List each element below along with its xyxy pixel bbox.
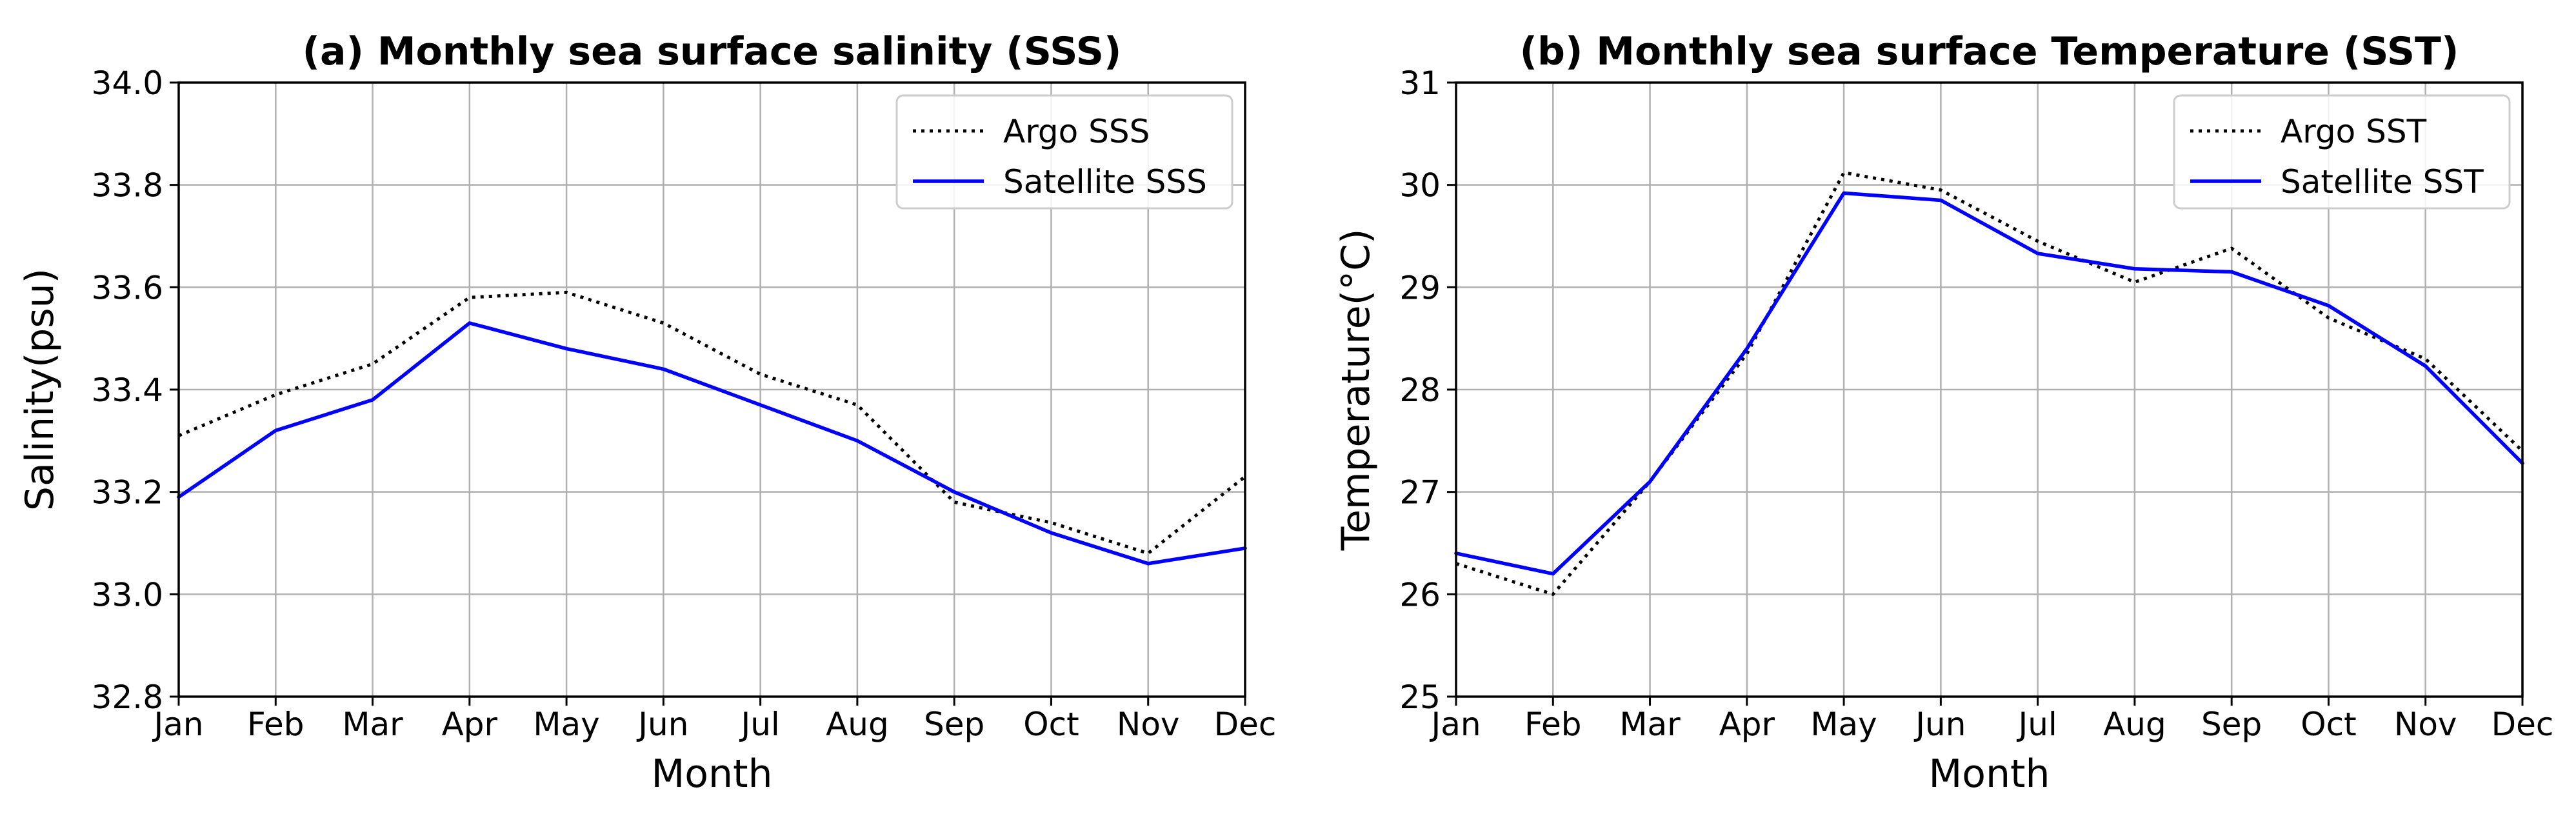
y-tick-label: 33.0 [92, 576, 163, 613]
x-tick-label: Feb [1524, 706, 1582, 743]
x-tick-label: Sep [924, 706, 984, 743]
x-tick-label: Jun [1913, 706, 1966, 743]
chart-salinity: Jan Feb Mar Apr May Jun Jul Aug Sep Oct Nov Dec 32.8… [17, 29, 1276, 797]
series-line-argo-sss [178, 290, 1246, 555]
x-tick-label: Jan [1429, 706, 1481, 743]
legend: Argo SST Satellite SST [2173, 94, 2511, 210]
y-axis-label: Salinity(psu) [17, 268, 63, 511]
y-tick-label: 34.0 [92, 65, 163, 102]
x-tick-label: Jul [739, 706, 779, 743]
x-tick-label: Mar [342, 706, 403, 743]
x-tick-label: Apr [442, 706, 498, 743]
x-tick-label: Nov [2394, 706, 2457, 743]
chart-title: (b) Monthly sea surface Temperature (SST… [1520, 29, 2459, 74]
x-tick-label: Jul [2016, 706, 2057, 743]
chart-title: (a) Monthly sea surface salinity (SSS) [303, 29, 1122, 74]
y-tick-label: 33.8 [92, 167, 163, 204]
x-tick-label: Dec [1214, 706, 1277, 743]
legend-label: Argo SST [2281, 113, 2427, 150]
y-tick-label: 26 [1399, 576, 1441, 613]
x-tick-label: Mar [1619, 706, 1681, 743]
y-tick-label: 29 [1399, 269, 1441, 306]
x-tick-label: Sep [2201, 706, 2262, 743]
x-tick-label: Aug [826, 706, 889, 743]
chart-temperature: Jan Feb Mar Apr May Jun Jul Aug Sep Oct Nov Dec 25 26… [1333, 29, 2553, 797]
x-axis-label: Month [651, 751, 772, 797]
y-tick-label: 33.4 [92, 372, 163, 409]
y-tick-label: 27 [1399, 474, 1441, 511]
series-line-satellite-sss [177, 321, 1247, 566]
x-tick-label: Feb [247, 706, 305, 743]
legend-label: Satellite SST [2281, 163, 2484, 201]
legend-label: Satellite SSS [1003, 163, 1207, 201]
x-axis-label: Month [1928, 751, 2050, 797]
x-tick-label: Oct [2301, 706, 2356, 743]
y-tick-label: 33.6 [92, 269, 163, 306]
x-tick-label: Apr [1719, 706, 1775, 743]
y-axis-label: Temperature(°C) [1333, 229, 1379, 551]
x-tick-label: Aug [2103, 706, 2166, 743]
y-tick-label: 33.2 [92, 474, 163, 511]
x-tick-label: May [1810, 706, 1877, 743]
x-tick-label: Oct [1023, 706, 1079, 743]
series-line-satellite-sst [1454, 191, 2524, 576]
y-tick-label: 30 [1399, 167, 1441, 204]
x-tick-label: Jan [152, 706, 203, 743]
legend: Argo SSS Satellite SSS [895, 94, 1233, 210]
series-line-argo-sst [1455, 171, 2524, 596]
x-tick-label: Jun [636, 706, 688, 743]
y-tick-label: 28 [1399, 372, 1441, 409]
y-tick-label: 25 [1399, 679, 1441, 716]
legend-label: Argo SSS [1003, 113, 1150, 150]
x-tick-label: Dec [2491, 706, 2554, 743]
x-tick-label: May [533, 706, 599, 743]
y-tick-label: 31 [1399, 65, 1441, 102]
y-tick-label: 32.8 [92, 679, 163, 716]
x-tick-label: Nov [1117, 706, 1180, 743]
